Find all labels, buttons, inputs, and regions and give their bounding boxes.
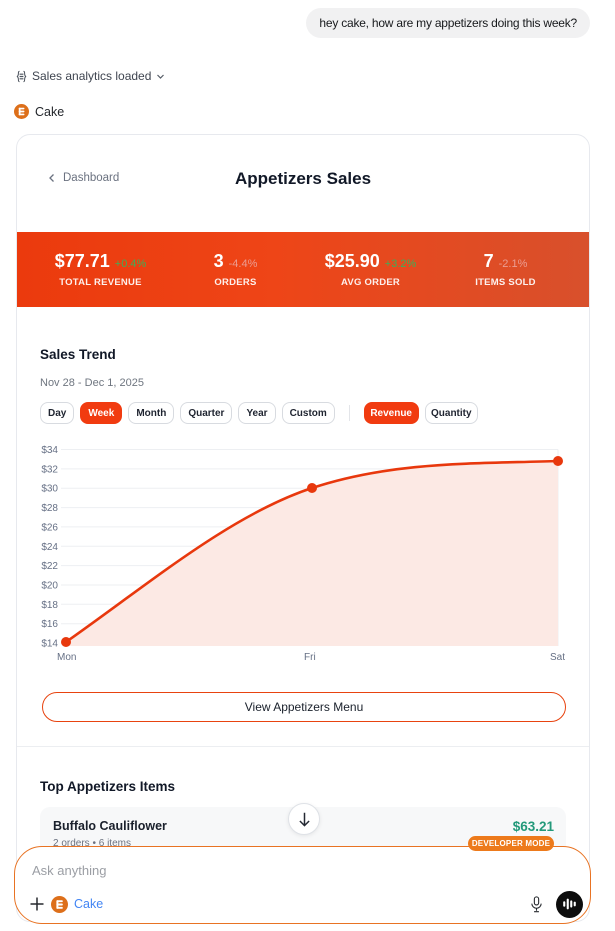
svg-text:$16: $16 — [41, 619, 58, 630]
svg-text:$32: $32 — [41, 464, 58, 475]
svg-text:Sat: Sat — [550, 652, 565, 663]
svg-text:$14: $14 — [41, 639, 58, 650]
svg-text:$24: $24 — [41, 542, 58, 553]
svg-text:$22: $22 — [41, 561, 58, 572]
svg-text:$28: $28 — [41, 503, 58, 514]
svg-text:$20: $20 — [41, 581, 58, 592]
svg-text:Mon: Mon — [57, 652, 76, 663]
svg-text:$34: $34 — [41, 445, 58, 456]
svg-text:Fri: Fri — [304, 652, 316, 663]
svg-text:$18: $18 — [41, 600, 58, 611]
svg-text:$26: $26 — [41, 522, 58, 533]
svg-text:$30: $30 — [41, 484, 58, 495]
